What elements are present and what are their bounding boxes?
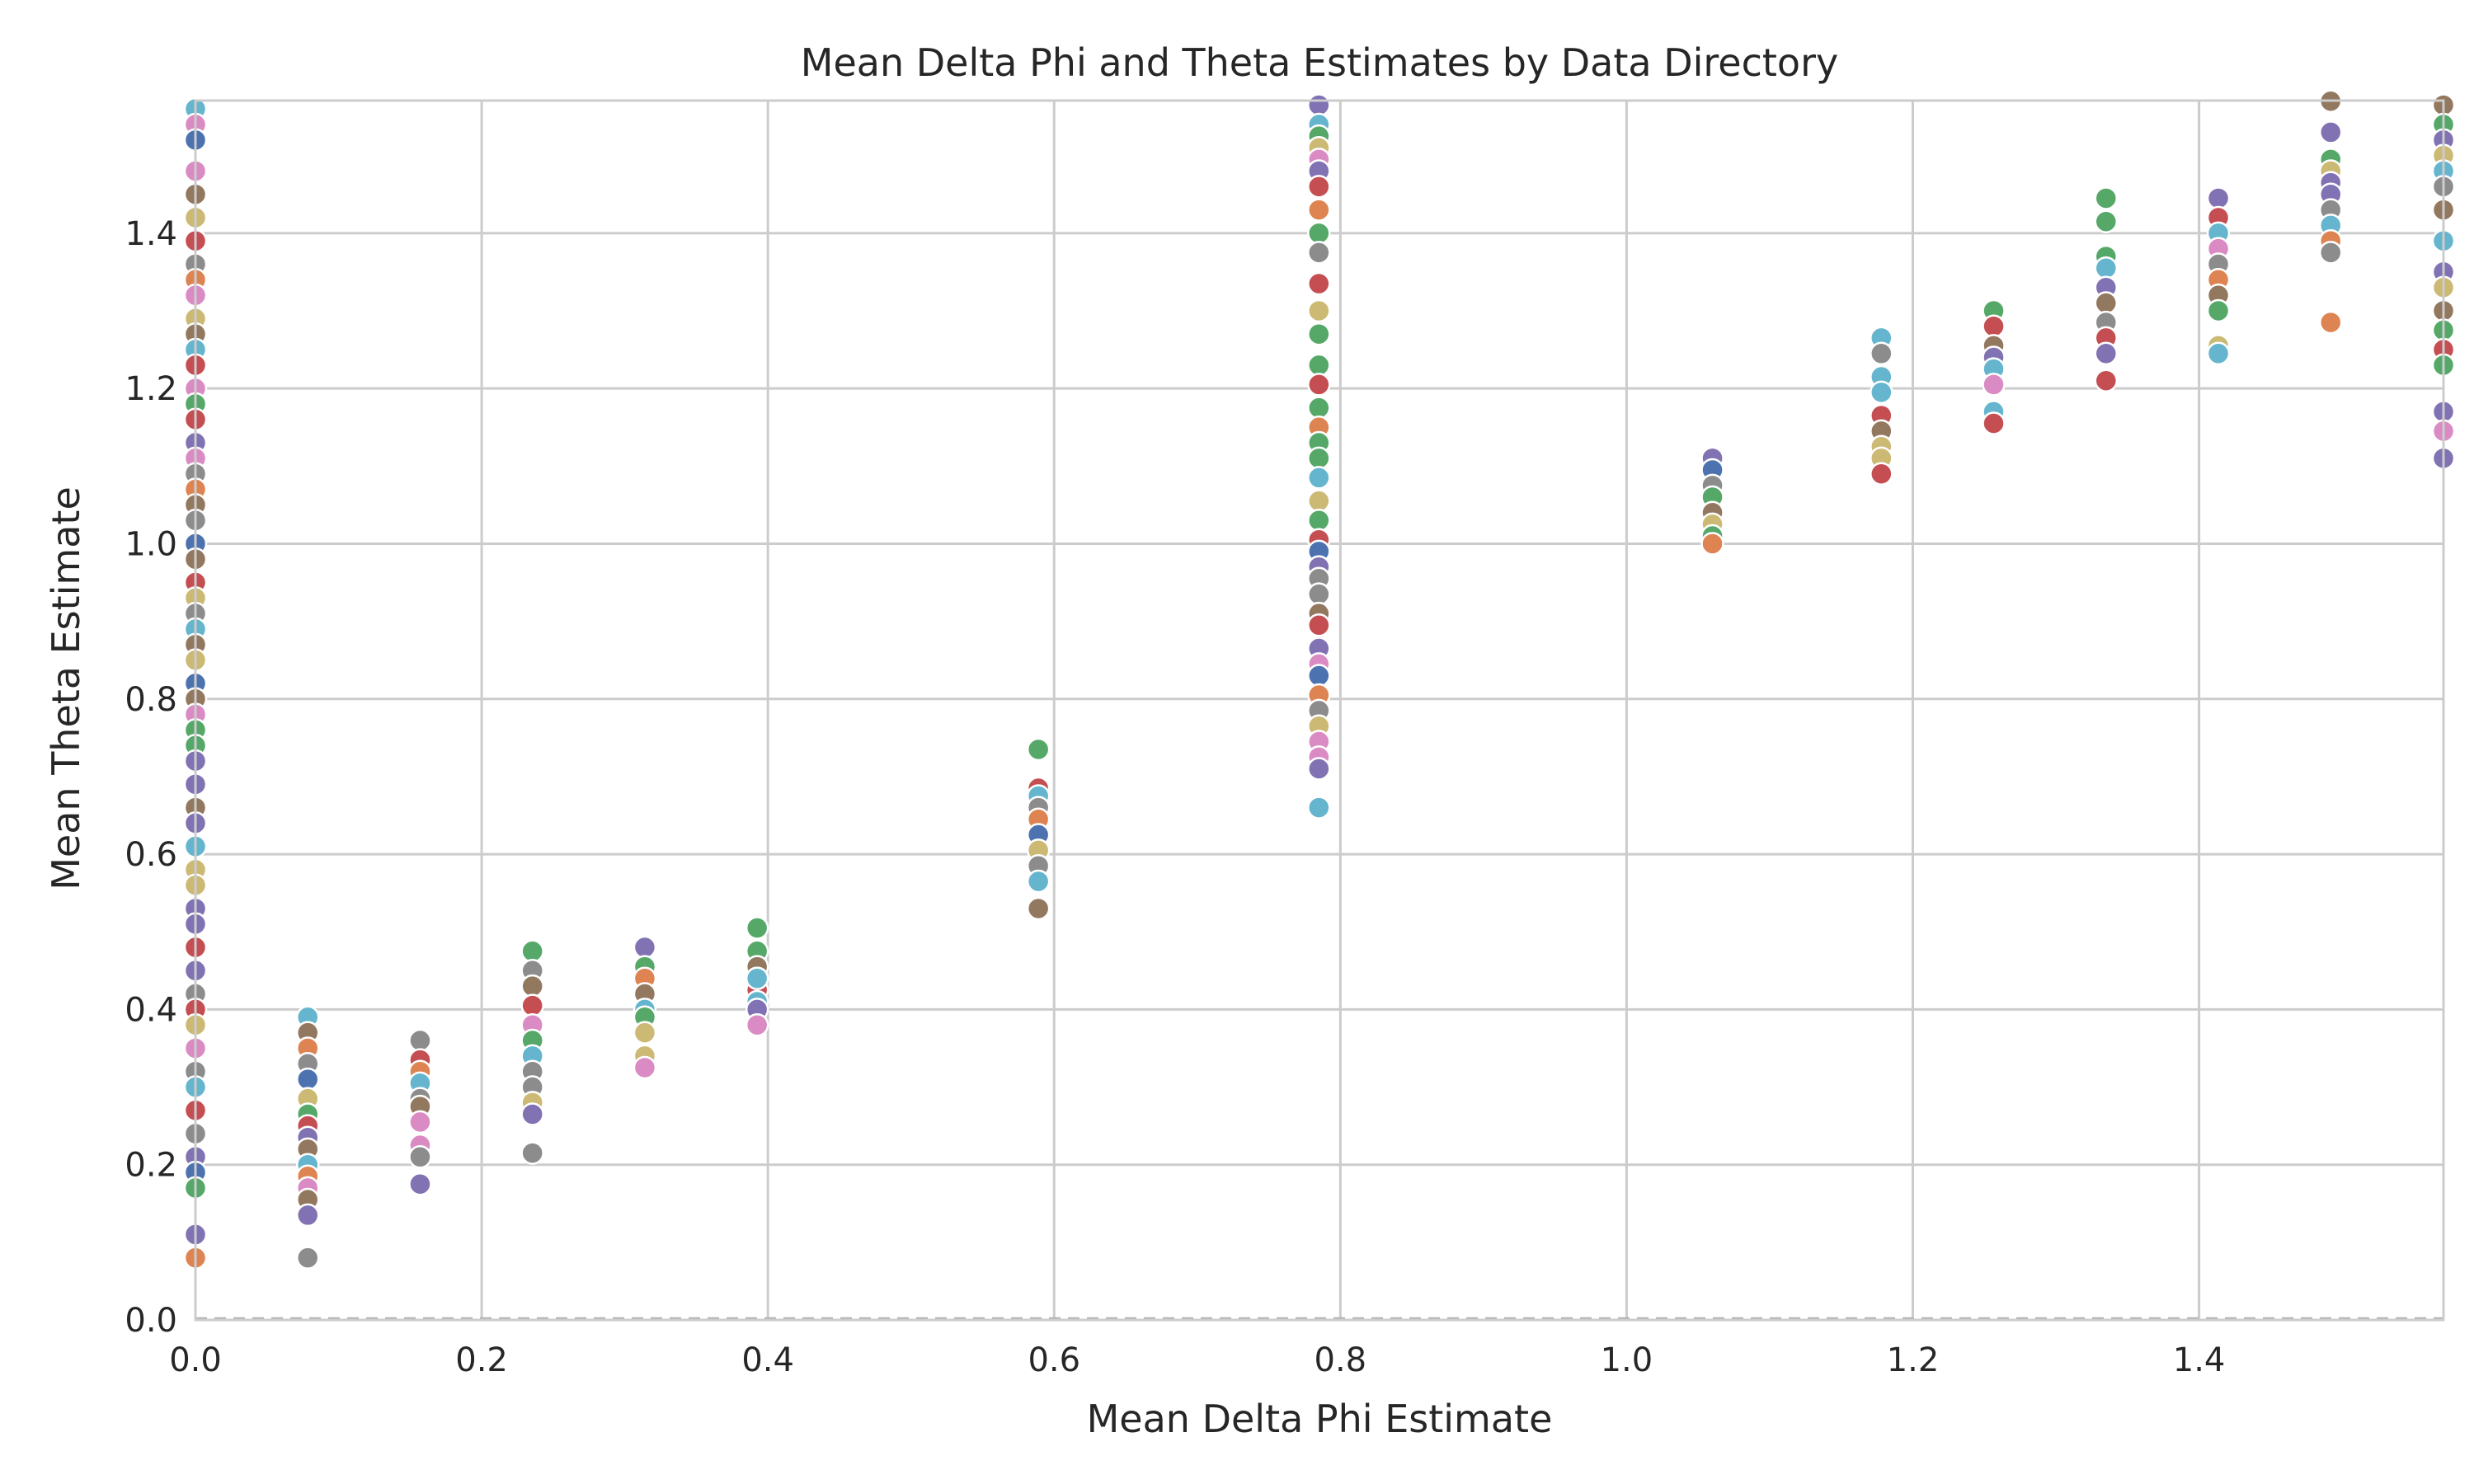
- data-point: [2318, 241, 2343, 265]
- data-point: [2094, 186, 2119, 210]
- data-point: [408, 1028, 432, 1053]
- y-axis-label: Mean Theta Estimate: [44, 486, 88, 890]
- data-point: [2318, 120, 2343, 144]
- data-point: [1307, 508, 1331, 533]
- data-point: [1307, 93, 1331, 117]
- x-tick-label: 1.0: [1601, 1341, 1653, 1379]
- data-point: [2094, 341, 2119, 366]
- data-point: [1870, 462, 1893, 486]
- y-axis-ticks: 0.0 0.2 0.4 0.6 0.8 1.0 1.2 1.4: [125, 215, 177, 1340]
- data-point: [520, 1102, 544, 1126]
- data-point: [520, 993, 544, 1017]
- data-point: [1026, 896, 1051, 921]
- data-point: [1307, 796, 1331, 819]
- y-tick-label: 1.2: [125, 370, 177, 408]
- data-point: [2318, 310, 2343, 335]
- data-point: [408, 1110, 432, 1134]
- data-point: [1307, 373, 1331, 397]
- x-axis-ticks: 0.0 0.2 0.4 0.6 0.8 1.0 1.2 1.4: [169, 1341, 2225, 1379]
- data-point: [1307, 396, 1331, 420]
- data-point: [1307, 353, 1331, 378]
- y-tick-label: 1.0: [125, 525, 177, 563]
- data-point: [1307, 322, 1331, 346]
- data-point: [2094, 291, 2119, 315]
- data-point: [1982, 314, 2006, 339]
- y-tick-label: 0.2: [125, 1147, 177, 1185]
- x-tick-label: 0.0: [169, 1341, 222, 1379]
- plot-frame: [194, 99, 2445, 1322]
- x-axis-label: Mean Delta Phi Estimate: [1087, 1397, 1553, 1441]
- y-tick-label: 0.8: [125, 681, 177, 719]
- data-point: [633, 1021, 657, 1045]
- y-tick-label: 0.4: [125, 991, 177, 1029]
- data-point: [745, 1012, 769, 1037]
- y-tick-label: 1.4: [125, 215, 177, 253]
- data-point: [520, 939, 544, 964]
- data-point: [745, 966, 769, 990]
- data-point: [295, 1246, 320, 1270]
- data-point: [1307, 613, 1331, 637]
- y-tick-label: 0.6: [125, 836, 177, 874]
- data-point: [2206, 186, 2231, 210]
- data-point: [745, 916, 769, 940]
- x-tick-label: 0.6: [1028, 1341, 1080, 1379]
- data-point: [1307, 298, 1331, 323]
- data-point: [1700, 532, 1724, 556]
- x-tick-label: 1.2: [1887, 1341, 1940, 1379]
- data-point: [520, 974, 544, 998]
- data-point: [295, 1067, 320, 1092]
- x-tick-label: 1.4: [2173, 1341, 2226, 1379]
- data-point: [520, 1141, 544, 1165]
- data-point: [1307, 175, 1331, 199]
- data-point: [1307, 241, 1331, 265]
- data-point: [633, 1055, 657, 1080]
- data-point: [1870, 341, 1893, 366]
- data-point: [1307, 489, 1331, 513]
- data-point: [295, 1203, 320, 1228]
- data-point: [408, 1172, 432, 1196]
- data-point: [1307, 466, 1331, 490]
- data-point: [2094, 369, 2119, 392]
- data-point: [1026, 737, 1051, 762]
- data-point: [1307, 664, 1331, 688]
- x-tick-label: 0.8: [1315, 1341, 1367, 1379]
- chart-title: Mean Delta Phi and Theta Estimates by Da…: [801, 40, 1838, 85]
- data-point: [1307, 757, 1331, 781]
- data-point: [1307, 221, 1331, 246]
- data-point: [2094, 256, 2119, 280]
- y-tick-label: 0.0: [125, 1302, 177, 1340]
- data-point: [1982, 373, 2006, 397]
- data-point: [1870, 380, 1893, 405]
- data-point: [2094, 209, 2119, 233]
- plot-border: [194, 99, 2445, 1322]
- data-point: [633, 935, 657, 960]
- data-point: [408, 1145, 432, 1169]
- data-point: [1982, 411, 2006, 435]
- data-point: [1026, 869, 1051, 894]
- x-tick-label: 0.4: [741, 1341, 794, 1379]
- data-point: [1307, 582, 1331, 606]
- x-tick-label: 0.2: [455, 1341, 508, 1379]
- data-point: [1307, 271, 1331, 296]
- data-point: [2206, 298, 2231, 323]
- data-point: [2206, 341, 2231, 366]
- data-point: [1307, 198, 1331, 222]
- data-point: [1307, 446, 1331, 471]
